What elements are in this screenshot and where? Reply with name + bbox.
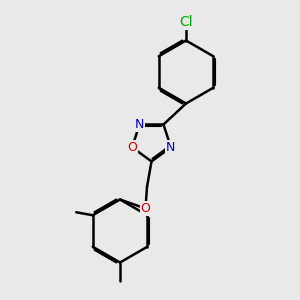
Text: O: O [127, 141, 137, 154]
Text: O: O [141, 202, 150, 215]
Text: N: N [166, 141, 176, 154]
Text: N: N [135, 118, 144, 131]
Text: Cl: Cl [179, 15, 193, 28]
